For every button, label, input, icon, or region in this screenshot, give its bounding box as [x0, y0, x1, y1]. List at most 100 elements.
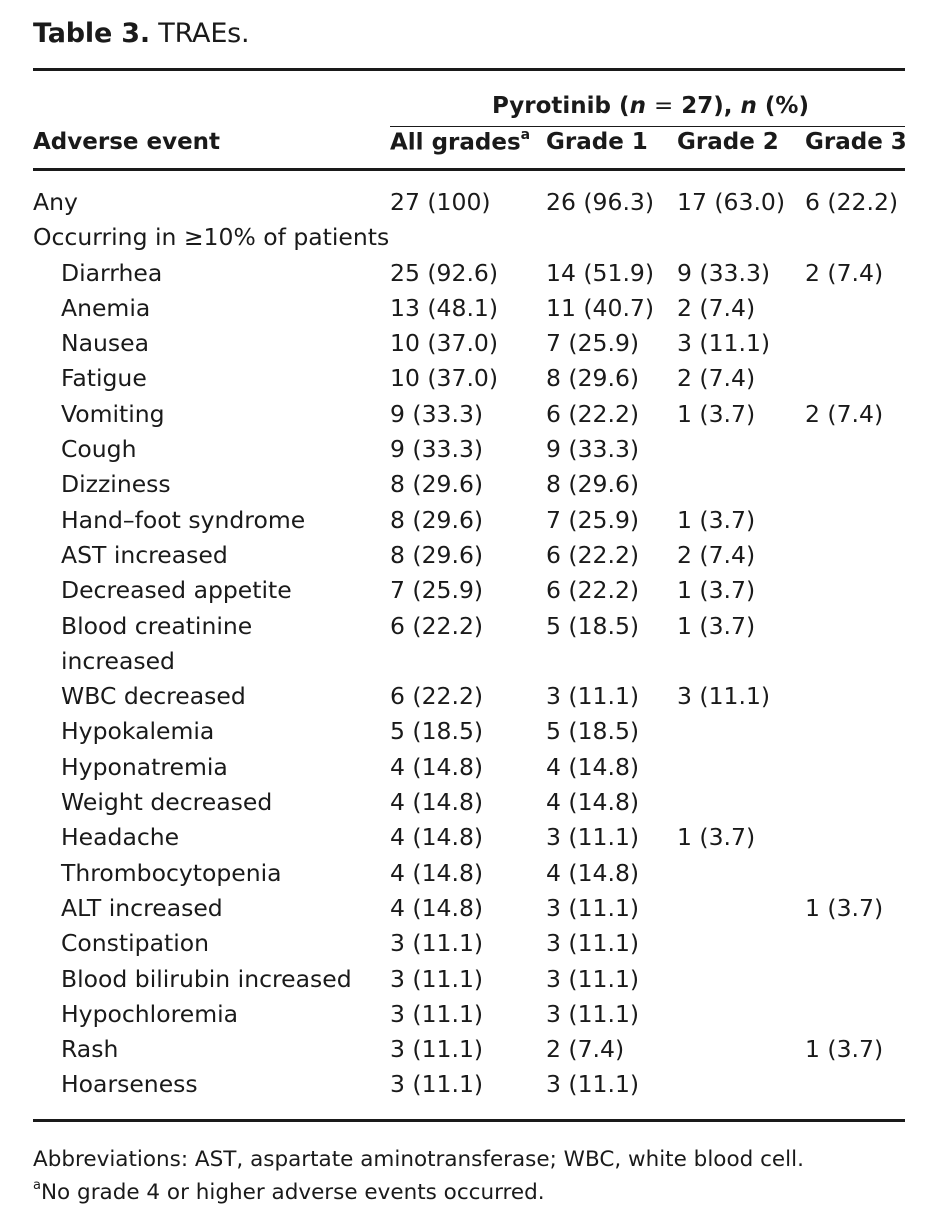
grade-1-cell: 5 (18.5) — [546, 611, 640, 640]
grade-1-cell: 9 (33.3) — [546, 435, 640, 464]
all-grades-cell: 3 (11.1) — [390, 1035, 484, 1064]
grade-1-cell: 2 (7.4) — [546, 1035, 625, 1064]
event-cell: Hyponatremia — [61, 752, 228, 781]
event-cell: WBC decreased — [61, 682, 246, 711]
grade-1-cell: 7 (25.9) — [546, 505, 640, 534]
all-grades-cell: 4 (14.8) — [390, 752, 484, 781]
all-grades-cell: 4 (14.8) — [390, 893, 484, 922]
event-cell: Diarrhea — [61, 258, 163, 287]
table-row: Vomiting 9 (33.3) 6 (22.2) 1 (3.7) 2 (7.4) — [33, 398, 905, 433]
event-cell: Cough — [61, 435, 137, 464]
column-header-grade-3: Grade 3 — [805, 129, 907, 155]
group-underline — [390, 126, 905, 127]
grade-1-cell: 4 (14.8) — [546, 788, 640, 817]
column-header-grade-1: Grade 1 — [546, 129, 648, 155]
table-row: Hand–foot syndrome 8 (29.6) 7 (25.9) 1 (3.7… — [33, 504, 905, 539]
all-grades-cell: 8 (29.6) — [390, 505, 484, 534]
table-row: Blood creatinine 6 (22.2) 5 (18.5) 1 (3.7) — [33, 610, 905, 645]
all-grades-cell: 4 (14.8) — [390, 788, 484, 817]
grade-2-cell: 2 (7.4) — [677, 293, 756, 322]
grade-2-cell: 17 (63.0) — [677, 188, 786, 216]
all-grades-cell: 9 (33.3) — [390, 399, 484, 428]
event-cell: Dizziness — [61, 470, 171, 499]
table-row: Cough 9 (33.3) 9 (33.3) — [33, 433, 905, 468]
table-row: Weight decreased 4 (14.8) 4 (14.8) — [33, 786, 905, 821]
grade-2-cell: 1 (3.7) — [677, 399, 756, 428]
column-header-all-grades: All gradesa — [390, 127, 531, 156]
grade-1-cell: 6 (22.2) — [546, 540, 640, 569]
table-row: Fatigue 10 (37.0) 8 (29.6) 2 (7.4) — [33, 362, 905, 397]
all-grades-cell: 25 (92.6) — [390, 258, 499, 287]
event-cell: Hoarseness — [61, 1070, 198, 1099]
table-row: Occurring in ≥10% of patients — [33, 221, 905, 256]
grade-3-cell: 1 (3.7) — [805, 1035, 884, 1064]
grade-2-cell: 1 (3.7) — [677, 823, 756, 852]
all-grades-cell: 8 (29.6) — [390, 540, 484, 569]
all-grades-cell: 13 (48.1) — [390, 293, 499, 322]
event-cell: Constipation — [61, 929, 209, 958]
table-row: Dizziness 8 (29.6) 8 (29.6) — [33, 468, 905, 503]
table-row: Hypokalemia 5 (18.5) 5 (18.5) — [33, 715, 905, 750]
table-row: increased — [33, 645, 905, 680]
grade-3-cell: 1 (3.7) — [805, 893, 884, 922]
table-body: Any 27 (100) 26 (96.3) 17 (63.0) 6 (22.2) Occ… — [33, 186, 905, 1104]
grade-1-cell: 6 (22.2) — [546, 576, 640, 605]
table-row: Hoarseness 3 (11.1) 3 (11.1) — [33, 1068, 905, 1103]
table-row: Anemia 13 (48.1) 11 (40.7) 2 (7.4) — [33, 292, 905, 327]
grade-1-cell: 7 (25.9) — [546, 329, 640, 358]
grade-1-cell: 3 (11.1) — [546, 1070, 640, 1099]
grade-2-cell: 1 (3.7) — [677, 576, 756, 605]
drug-name: Pyrotinib — [492, 93, 612, 119]
abbreviations-footnote: Abbreviations: AST, aspartate aminotrans… — [33, 1147, 804, 1172]
all-grades-cell: 3 (11.1) — [390, 1070, 484, 1099]
event-cell: Anemia — [61, 293, 151, 322]
n-symbol: n — [629, 93, 646, 119]
table-row: Hyponatremia 4 (14.8) 4 (14.8) — [33, 751, 905, 786]
event-cell: Headache — [61, 823, 180, 852]
all-grades-label: All grades — [390, 129, 521, 156]
grade-1-cell: 26 (96.3) — [546, 188, 655, 216]
table-row: Constipation 3 (11.1) 3 (11.1) — [33, 927, 905, 962]
equals-sign: = — [653, 93, 674, 119]
grade-1-cell: 3 (11.1) — [546, 964, 640, 993]
event-cell: Hand–foot syndrome — [61, 505, 306, 534]
all-grades-cell: 5 (18.5) — [390, 717, 484, 746]
footnote-text: No grade 4 or higher adverse events occu… — [40, 1180, 545, 1206]
grade-2-cell: 2 (7.4) — [677, 364, 756, 393]
grade-1-cell: 8 (29.6) — [546, 470, 640, 499]
table-number: Table 3. — [33, 18, 150, 49]
grade-1-cell: 3 (11.1) — [546, 893, 640, 922]
grade-1-cell: 5 (18.5) — [546, 717, 640, 746]
grade-1-cell: 3 (11.1) — [546, 999, 640, 1028]
grade-2-cell: 2 (7.4) — [677, 540, 756, 569]
event-cell: Fatigue — [61, 364, 147, 393]
all-grades-cell: 3 (11.1) — [390, 929, 484, 958]
grade-2-cell: 9 (33.3) — [677, 258, 771, 287]
footnote-marker: a — [520, 127, 531, 143]
grade-2-cell: 3 (11.1) — [677, 329, 771, 358]
table-title: Table 3. TRAEs. — [33, 18, 250, 49]
grade-2-cell: 1 (3.7) — [677, 505, 756, 534]
event-cell: ALT increased — [61, 893, 223, 922]
table-row: Decreased appetite 7 (25.9) 6 (22.2) 1 (3.7… — [33, 574, 905, 609]
event-cell: Rash — [61, 1035, 119, 1064]
grade-1-cell: 3 (11.1) — [546, 823, 640, 852]
all-grades-cell: 9 (33.3) — [390, 435, 484, 464]
event-cell: Hypochloremia — [61, 999, 239, 1028]
all-grades-cell: 10 (37.0) — [390, 364, 499, 393]
grade-1-cell: 6 (22.2) — [546, 399, 640, 428]
grade-footnote: aNo grade 4 or higher adverse events occ… — [33, 1178, 545, 1206]
all-grades-cell: 8 (29.6) — [390, 470, 484, 499]
all-grades-cell: 6 (22.2) — [390, 611, 484, 640]
pct-label: (%) — [764, 93, 809, 119]
column-header-adverse-event: Adverse event — [33, 129, 221, 155]
table-caption: TRAEs. — [158, 18, 250, 49]
table-row: Any 27 (100) 26 (96.3) 17 (63.0) 6 (22.2) — [33, 186, 905, 221]
event-cell: Thrombocytopenia — [61, 858, 282, 887]
top-rule — [33, 68, 905, 71]
footnote-marker: a — [33, 1178, 41, 1193]
n-pct-symbol: n — [740, 93, 757, 119]
event-cell: AST increased — [61, 540, 228, 569]
all-grades-cell: 3 (11.1) — [390, 964, 484, 993]
n-value: 27), — [681, 93, 733, 119]
